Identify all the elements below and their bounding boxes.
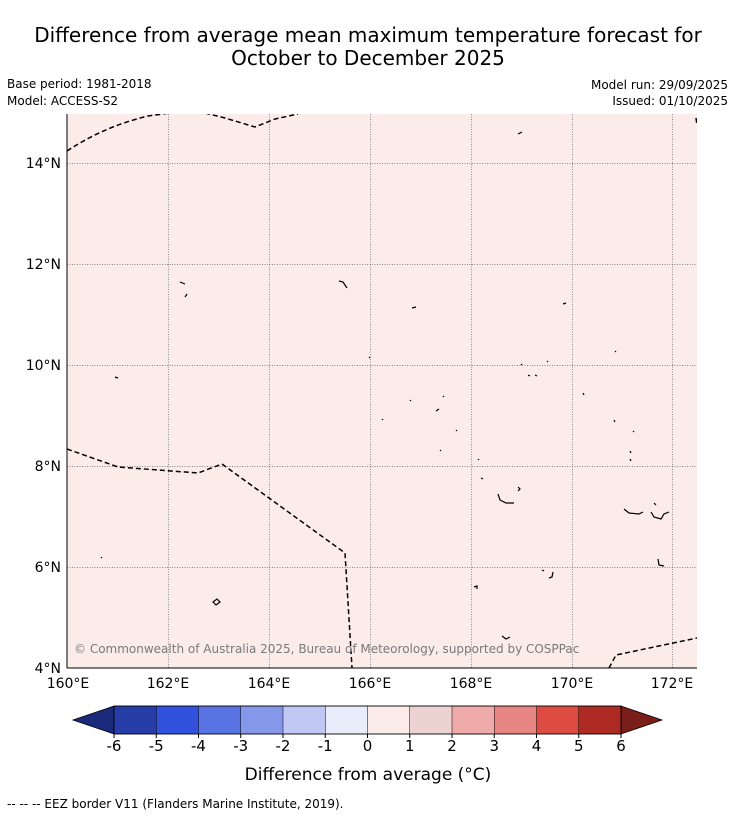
island: [546, 360, 549, 363]
map-title-line-2: October to December 2025: [231, 46, 505, 70]
model-name: Model: ACCESS-S2: [7, 94, 119, 108]
island: [411, 306, 417, 309]
colorbar-swatch: [494, 705, 538, 735]
lon-label: 164°E: [248, 676, 291, 692]
colorbar: -6 -5 -4 -3 -2 -1 0 1 2 3 4 5 6 Difference from aver…: [71, 705, 664, 785]
graticule: [67, 114, 697, 668]
island: [562, 302, 567, 305]
issued-date: Issued: 01/10/2025: [612, 94, 728, 108]
eez-border-line: [695, 117, 697, 126]
lat-label: 8°N: [35, 459, 61, 475]
colorbar-tick-label: 5: [574, 737, 584, 755]
lon-label: 172°E: [651, 676, 694, 692]
colorbar-swatch: [409, 705, 453, 735]
island: [435, 408, 440, 412]
colorbar-tick-label: 3: [489, 737, 499, 755]
island: [497, 493, 514, 504]
island: [501, 635, 511, 640]
island: [517, 486, 521, 492]
island: [541, 569, 545, 572]
colorbar-tick-label: -6: [107, 737, 122, 755]
colorbar-swatch: [578, 705, 622, 735]
eez-border-line: [205, 114, 299, 128]
island: [212, 598, 221, 606]
eez-border-line: [608, 637, 697, 668]
colorbar-swatch: [240, 705, 284, 735]
island: [527, 374, 538, 377]
colorbar-swatch: [536, 705, 580, 735]
colorbar-swatch: [325, 705, 369, 735]
colorbar-swatch: [282, 705, 326, 735]
island: [179, 281, 186, 285]
eez-borders: [67, 114, 697, 668]
lon-label: 168°E: [450, 676, 493, 692]
colorbar-swatch: [156, 705, 200, 735]
lat-label: 4°N: [35, 661, 61, 677]
map-title-line-1: Difference from average mean maximum tem…: [34, 23, 702, 47]
colorbar-tick-label: -3: [233, 737, 248, 755]
island: [517, 131, 523, 135]
map-area: [67, 114, 697, 668]
island: [623, 508, 644, 515]
island: [477, 458, 480, 461]
islands: [100, 131, 670, 640]
island: [184, 293, 188, 298]
colorbar-swatch: [198, 705, 242, 735]
lon-label: 162°E: [147, 676, 190, 692]
lon-label: 160°E: [47, 676, 90, 692]
colorbar-tick-label: -4: [191, 737, 206, 755]
island: [653, 502, 657, 506]
island: [650, 511, 670, 520]
base-period: Base period: 1981-2018: [7, 77, 152, 91]
colorbar-tick-label: 0: [363, 737, 373, 755]
island: [548, 571, 554, 579]
lon-label: 170°E: [551, 676, 594, 692]
island: [629, 450, 632, 462]
island: [614, 350, 617, 353]
island: [582, 392, 585, 396]
colorbar-over-arrow: [620, 705, 664, 735]
eez-border-line: [67, 448, 353, 668]
island: [613, 419, 635, 433]
island: [381, 418, 384, 421]
eez-border-line: [67, 114, 169, 152]
colorbar-label: Difference from average (°C): [245, 765, 492, 785]
island: [455, 429, 458, 432]
model-run: Model run: 29/09/2025: [590, 78, 728, 92]
colorbar-swatch: [367, 705, 411, 735]
colorbar-under-arrow: [71, 705, 115, 735]
island: [338, 280, 348, 289]
island: [520, 363, 523, 366]
colorbar-tick-label: -1: [318, 737, 333, 755]
colorbar-tick-label: 4: [532, 737, 542, 755]
island: [100, 556, 103, 559]
island: [480, 477, 484, 480]
lat-label: 6°N: [35, 560, 61, 576]
eez-footnote: -- -- -- EEZ border V11 (Flanders Marine…: [7, 797, 344, 811]
lat-label: 12°N: [26, 257, 61, 273]
island: [409, 395, 445, 402]
colorbar-swatch: [451, 705, 495, 735]
lat-label: 14°N: [26, 156, 61, 172]
island: [114, 376, 119, 379]
island: [473, 585, 478, 589]
lat-label: 10°N: [26, 358, 61, 374]
colorbar-tick-label: 6: [616, 737, 626, 755]
colorbar-tick-label: 1: [405, 737, 415, 755]
island: [657, 558, 665, 567]
copyright-notice: © Commonwealth of Australia 2025, Bureau…: [74, 642, 579, 656]
colorbar-tick-label: -5: [149, 737, 164, 755]
lon-label: 166°E: [349, 676, 392, 692]
island: [368, 356, 371, 359]
colorbar-tick-label: 2: [447, 737, 457, 755]
island: [439, 449, 442, 452]
colorbar-tick-label: -2: [276, 737, 291, 755]
colorbar-swatch: [113, 705, 157, 735]
